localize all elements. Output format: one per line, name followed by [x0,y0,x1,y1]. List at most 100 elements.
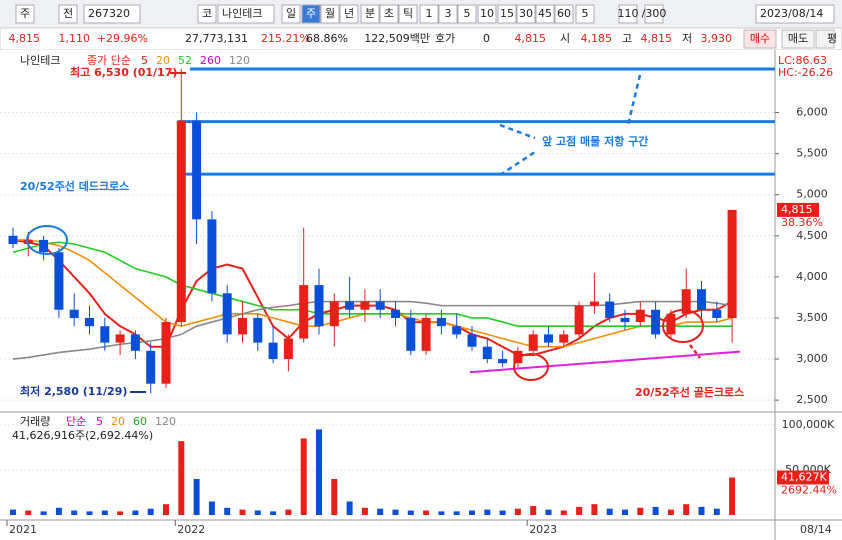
toolbar-button[interactable] [320,4,340,24]
toolbar-label: 5 [464,7,471,20]
toolbar-button[interactable] [58,4,78,24]
candle-body [391,309,400,318]
toolbar-label: 45 [538,7,552,20]
volume-bar [591,504,598,515]
volume-bar [239,509,246,515]
order-button[interactable] [743,29,777,49]
quote-field: 저 [682,32,692,45]
candle-body [85,317,94,327]
toolbar-label: 60 [557,7,571,20]
corner-label: LC:86.63 [778,54,827,67]
volume-bar [224,507,231,515]
candle-body [146,350,156,384]
toolbar-button[interactable] [360,4,380,24]
legend-item: 120 [229,54,250,67]
toolbar-button[interactable] [535,4,555,24]
candle-body [54,252,64,310]
quote-field: 4,815 [9,32,41,45]
volume-bar [254,510,261,515]
toolbar-label: 2023/08/14 [760,7,823,20]
volume-bar [285,509,292,515]
order-button[interactable] [815,29,835,49]
toolbar-button[interactable] [339,4,359,24]
toolbar-button[interactable] [15,4,35,24]
toolbar-label: 틱 [403,7,413,20]
candle-body [375,301,385,310]
toolbar-button[interactable] [575,4,595,24]
toolbar-button[interactable] [217,4,275,24]
toolbar-label: 월 [325,7,335,20]
candle-body [513,350,523,364]
volume-bar [55,507,62,515]
toolbar-button[interactable] [554,4,574,24]
corner-label: HC:-26.26 [778,66,833,79]
quote-field: 1,110 [59,32,91,45]
toolbar-button[interactable] [398,4,418,24]
toolbar-button[interactable] [457,4,477,24]
x-tick-label: 2021 [9,523,37,536]
volume-bar [25,510,32,515]
volume-bar [560,510,567,515]
volume-bar [40,511,47,515]
candle-body [115,334,125,343]
candle-body [482,346,492,360]
y-tick-label: 2,500 [796,393,828,406]
candle-body [559,334,569,343]
toolbar-button[interactable] [477,4,497,24]
candle-body [666,313,676,335]
annotation-shape [499,150,536,177]
candle-body [130,334,140,351]
toolbar-button[interactable] [301,4,321,24]
legend-title: 단순 [66,415,86,428]
toolbar-button[interactable] [516,4,536,24]
toolbar-button[interactable] [281,4,301,24]
order-button[interactable] [781,29,815,49]
toolbar-button[interactable] [497,4,517,24]
toolbar-button[interactable] [197,4,217,24]
candle-body [299,285,309,339]
toolbar-button[interactable] [755,4,835,24]
toolbar-button[interactable] [83,4,141,24]
toolbar-label: 전 [63,7,73,20]
toolbar-button[interactable] [438,4,458,24]
toolbar-button[interactable] [644,4,664,24]
annotation-shape [499,123,536,140]
quote-field: 4,185 [581,32,613,45]
y-tick-label: 5,000 [796,188,828,201]
toolbar-label: 15 [500,7,514,20]
volume-bar [331,478,338,515]
candle-body [253,317,263,343]
volume-bar [407,510,414,515]
volume-bar [71,510,78,515]
candle-body [605,301,615,318]
volume-bar [163,504,169,515]
volume-subtitle: 41,626,916주(2,692.44%) [12,429,153,442]
quote-field: 4,815 [641,32,673,45]
volume-bar [484,509,491,515]
current-volume-box [777,470,829,485]
candle-body [192,120,202,220]
quote-field: 시 [560,32,570,45]
candle-body [268,342,278,360]
volume-bar [713,508,720,515]
volume-bar [117,511,124,515]
quote-field: 3,930 [701,32,733,45]
toolbar-label: 1 [426,7,433,20]
legend-item: 5 [96,415,103,428]
x-tick-label: 2023 [529,523,557,536]
legend-symbol: 나인테크 [20,54,60,67]
toolbar-label: 분 [365,7,375,20]
volume-bar [683,504,690,515]
volume-bar [208,501,215,515]
candle-body [314,285,324,327]
toolbar-button[interactable] [618,4,638,24]
legend-item: 5 [141,54,148,67]
volume-bar [622,509,628,515]
candle-body [651,309,661,335]
candle-body [498,359,508,364]
candle-body [452,326,462,335]
candle-body [23,239,33,245]
volume-bar [606,508,613,515]
toolbar-button[interactable] [379,4,399,24]
toolbar-button[interactable] [419,4,439,24]
